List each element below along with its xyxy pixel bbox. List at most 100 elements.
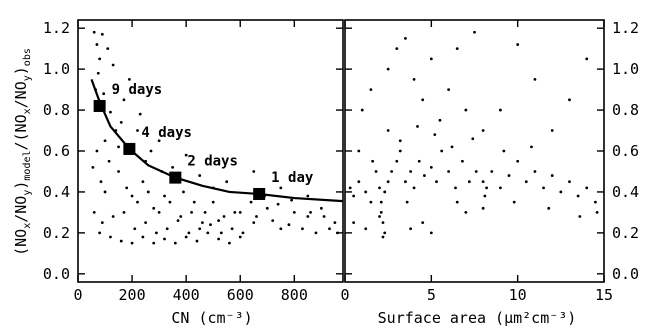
right-y-tick-label: 0.8 — [612, 101, 639, 119]
scatter-points — [91, 30, 339, 245]
scatter-point — [481, 180, 485, 184]
x-tick-label: 600 — [227, 286, 254, 304]
scatter-point — [386, 67, 390, 71]
y-axis-label-part: (NO — [12, 229, 30, 256]
scatter-point — [130, 194, 134, 198]
scatter-point — [467, 180, 471, 184]
scatter-point — [481, 206, 485, 210]
scatter-point — [409, 170, 413, 173]
right-y-tick-label: 0.2 — [612, 224, 639, 242]
scatter-point — [198, 227, 202, 231]
left-x-axis-label: CN (cm⁻³) — [171, 309, 252, 327]
scatter-point — [306, 194, 310, 198]
scatter-point — [440, 149, 444, 153]
y-axis-label: (NOx/NOy)model/(NOx/NOy)obs — [12, 48, 33, 256]
scatter-point — [119, 120, 123, 124]
scatter-point — [249, 200, 253, 204]
scatter-point — [412, 77, 416, 81]
scatter-point — [141, 180, 145, 184]
scatter-point — [369, 200, 373, 204]
scatter-point — [524, 180, 528, 184]
scatter-point — [559, 190, 563, 194]
right-x-axis-label: Surface area (μm²cm⁻³) — [378, 309, 577, 327]
scatter-point — [103, 139, 107, 143]
x-tick-label: 800 — [281, 286, 308, 304]
scatter-point — [92, 30, 96, 34]
scatter-point — [416, 125, 419, 128]
scatter-point — [309, 211, 312, 214]
scatter-point — [409, 227, 413, 231]
scatter-point — [222, 215, 226, 218]
y-tick-label: 0.6 — [43, 142, 70, 160]
y-tick-label: 1.2 — [43, 19, 70, 37]
scatter-point — [364, 227, 368, 231]
scatter-point — [423, 174, 426, 177]
scatter-point — [100, 32, 104, 36]
scatter-point — [550, 129, 554, 132]
scatter-point — [319, 206, 323, 210]
scatter-point — [136, 200, 139, 204]
x-tick-label: 200 — [119, 286, 146, 304]
scatter-point — [206, 231, 210, 235]
scatter-point — [163, 194, 166, 198]
scatter-point — [107, 159, 111, 163]
scatter-point — [378, 186, 381, 190]
scatter-point — [111, 215, 115, 218]
y-axis-label-part: y — [22, 190, 33, 196]
scatter-point — [190, 211, 193, 214]
scatter-point — [127, 77, 131, 81]
scatter-point — [352, 194, 356, 198]
scatter-point — [133, 227, 137, 231]
x-tick-label: 0 — [73, 286, 82, 304]
scatter-point — [516, 159, 520, 163]
y-axis-label-part: x — [22, 108, 33, 114]
scatter-point — [499, 108, 502, 112]
scatter-point — [381, 221, 385, 225]
scatter-point — [314, 231, 318, 235]
scatter-point — [306, 215, 310, 218]
scatter-point — [225, 180, 229, 184]
scatter-point — [203, 211, 207, 214]
scatter-point — [265, 206, 269, 210]
scatter-point — [152, 206, 156, 210]
scatter-point — [292, 211, 296, 214]
scatter-point — [238, 211, 242, 214]
scatter-point — [417, 159, 421, 163]
y-axis-label-part: /NO — [12, 196, 30, 223]
scatter-point — [117, 145, 120, 149]
scatter-point — [230, 227, 234, 231]
scatter-point — [209, 223, 212, 227]
scatter-point — [163, 237, 166, 241]
scatter-point — [271, 219, 275, 222]
y-axis-label-part: y — [22, 75, 33, 81]
scatter-point — [98, 57, 102, 61]
scatter-point — [455, 47, 459, 51]
scatter-point — [404, 180, 407, 184]
scatter-point — [255, 215, 258, 218]
scatter-point — [378, 215, 381, 218]
scatter-point — [92, 211, 96, 214]
age-label: 4 days — [141, 125, 192, 141]
scatter-point — [585, 57, 589, 61]
scatter-point — [390, 170, 394, 173]
scatter-point — [279, 227, 283, 231]
scatter-point — [357, 180, 361, 184]
scatter-point — [100, 221, 104, 225]
left-panel: 0 200 400 600 800 0.0 0.2 0.4 0.6 0.8 1.0 1.2 9 days… — [43, 19, 344, 304]
scatter-point — [117, 170, 120, 173]
scatter-point — [290, 198, 294, 202]
scatter-point — [490, 170, 494, 173]
scatter-point — [91, 165, 95, 169]
scatter-point — [483, 194, 487, 198]
scatter-point — [374, 170, 378, 173]
scatter-point — [383, 190, 387, 194]
scatter-point — [461, 159, 464, 163]
scatter-point — [438, 118, 442, 122]
scatter-point — [122, 211, 126, 214]
scatter-point — [383, 231, 387, 235]
scatter-point — [217, 219, 221, 222]
scatter-point — [252, 170, 256, 173]
scatter-point — [279, 186, 283, 190]
scatter-point — [301, 227, 304, 231]
age-label: 9 days — [112, 82, 163, 98]
